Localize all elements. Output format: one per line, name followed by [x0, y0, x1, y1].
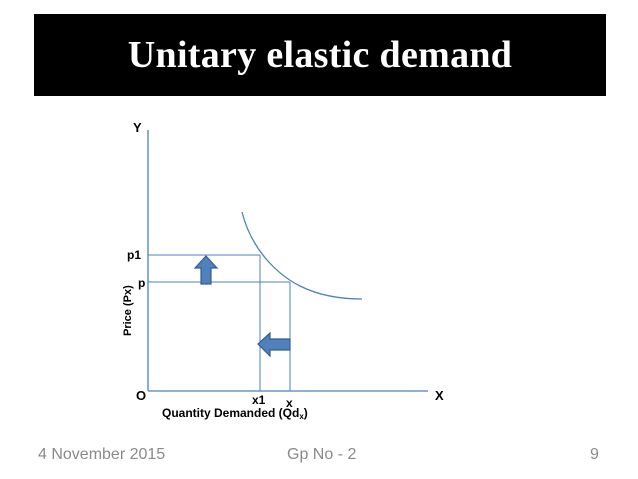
x-axis-label: X	[435, 388, 444, 403]
price-increase-arrow	[193, 255, 219, 285]
p1-label: p1	[127, 248, 141, 262]
price-axis-title: Price (Px)	[122, 285, 134, 336]
quantity-axis-title-subscript: x	[299, 412, 304, 421]
origin-label: O	[136, 388, 146, 403]
quantity-axis-title-main: Quantity Demanded (Qd	[162, 406, 299, 420]
p-label: p	[138, 276, 145, 290]
quantity-axis-title: Quantity Demanded (Qdx)	[162, 406, 308, 421]
quantity-axis-title-close: )	[304, 406, 308, 420]
demand-curve	[241, 211, 363, 300]
slide-title: Unitary elastic demand	[127, 34, 513, 76]
quantity-decrease-arrow	[257, 331, 291, 358]
y-axis-label: Y	[133, 120, 142, 135]
x1-label: x1	[252, 393, 266, 407]
page-number: 9	[590, 446, 599, 463]
footer-group: Gp No - 2	[287, 446, 357, 463]
x-label: x	[286, 396, 293, 410]
title-bar: Unitary elastic demand	[34, 14, 606, 96]
footer-date: 4 November 2015	[38, 446, 166, 463]
